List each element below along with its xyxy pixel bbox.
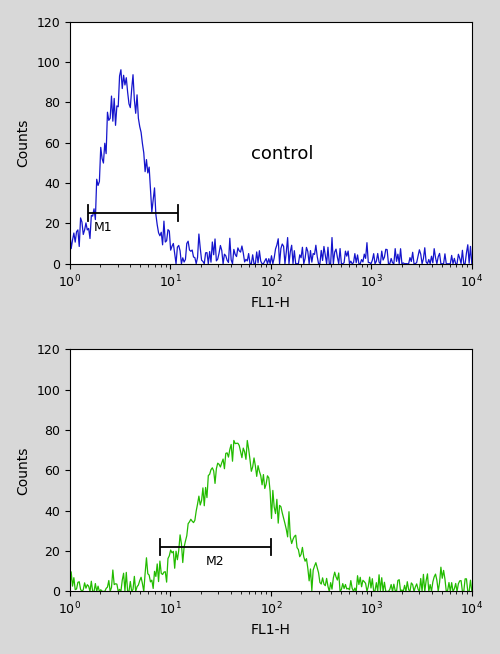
Y-axis label: Counts: Counts: [16, 118, 30, 167]
Text: M2: M2: [206, 555, 225, 568]
X-axis label: FL1-H: FL1-H: [251, 296, 291, 309]
Y-axis label: Counts: Counts: [16, 446, 30, 494]
Text: control: control: [250, 145, 313, 163]
X-axis label: FL1-H: FL1-H: [251, 623, 291, 638]
Text: M1: M1: [94, 222, 112, 235]
